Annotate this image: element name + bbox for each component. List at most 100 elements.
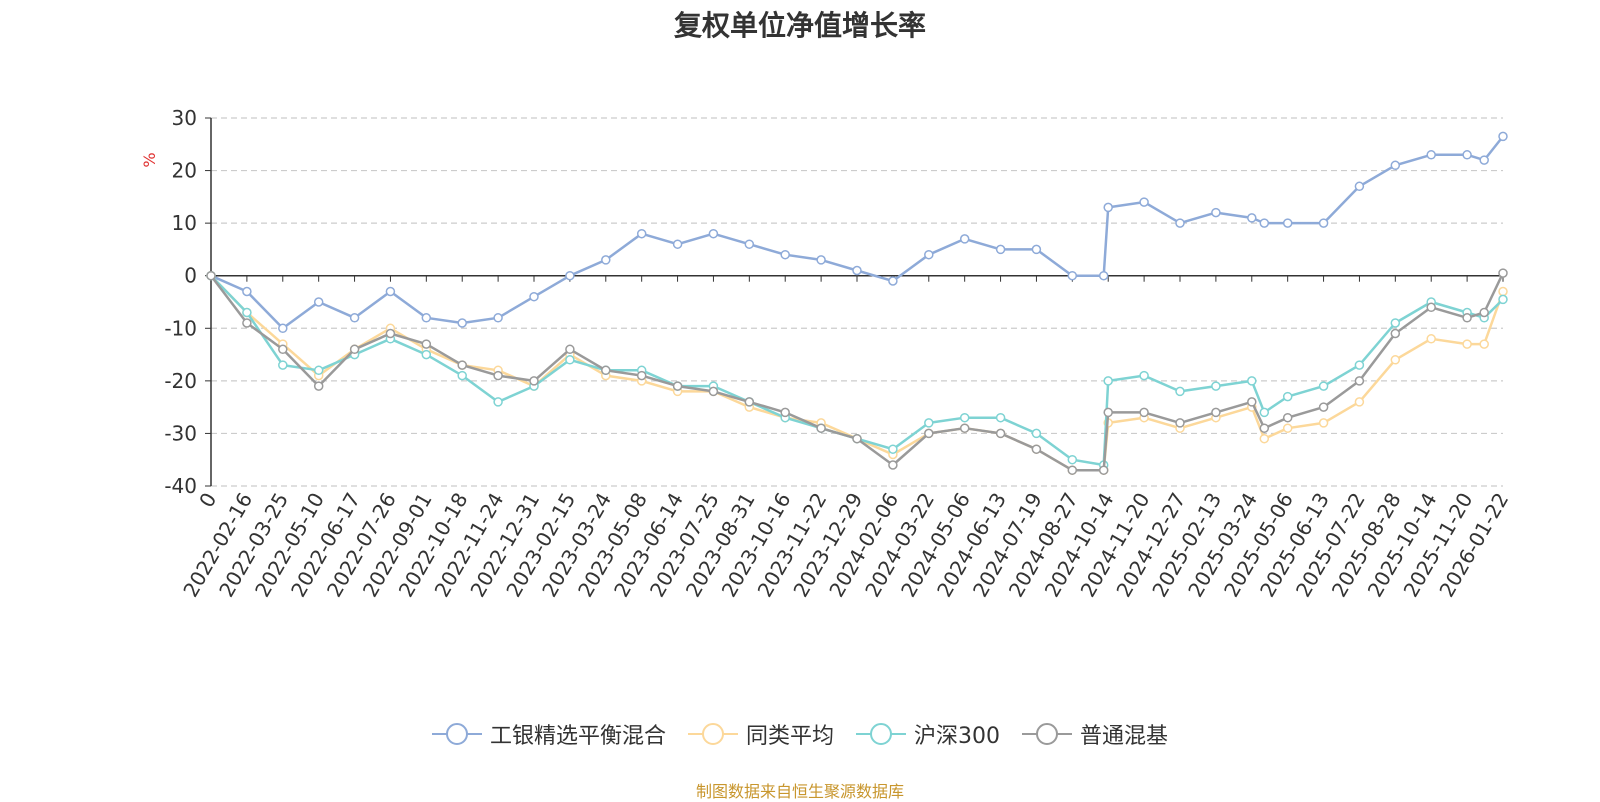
series-point-0: [349, 313, 360, 323]
series-point-3: [1282, 412, 1293, 423]
y-tick-label: -20: [164, 369, 197, 393]
legend-label: 工银精选平衡混合: [489, 724, 666, 749]
series-point-0: [1211, 207, 1221, 218]
series-point-3: [1426, 302, 1436, 313]
series-point-0: [242, 286, 252, 297]
series-point-0: [995, 244, 1006, 255]
series-point-0: [1498, 131, 1508, 142]
series-point-0: [780, 249, 790, 260]
legend-label: 沪深300: [914, 724, 1000, 749]
legend-symbol: [856, 722, 906, 746]
y-tick-label: -30: [164, 421, 197, 445]
series-point-0: [1390, 160, 1401, 171]
series-point-3: [1031, 444, 1042, 454]
series-point-3: [924, 428, 934, 439]
series-point-2: [1031, 428, 1042, 439]
series-point-2: [1318, 381, 1329, 391]
series-point-0: [1175, 218, 1185, 228]
legend-label: 普通混基: [1080, 724, 1169, 749]
series-point-0: [1098, 270, 1109, 281]
legend-item-2[interactable]: 沪深300: [856, 718, 1000, 750]
series-point-0: [1318, 218, 1329, 228]
series-point-3: [421, 339, 432, 349]
y-tick-label: -40: [164, 474, 197, 498]
series-point-1: [1479, 339, 1489, 349]
series-point-1: [1390, 355, 1401, 365]
series-point-3: [385, 328, 396, 339]
series-point-0: [278, 323, 288, 334]
legend-item-1[interactable]: 同类平均: [687, 718, 834, 750]
series-point-3: [601, 365, 611, 376]
series-point-0: [493, 313, 503, 323]
series-point-0: [636, 228, 647, 239]
series-point-3: [278, 344, 288, 355]
series-point-2: [1390, 318, 1401, 328]
legend-item-3[interactable]: 普通混基: [1022, 718, 1168, 750]
legend-symbol: [1022, 722, 1072, 746]
legend-symbol: [687, 722, 738, 746]
series-point-3: [1462, 313, 1472, 323]
legend-symbol-circle: [1036, 723, 1058, 745]
legend-item-0[interactable]: 工银精选平衡混合: [431, 718, 666, 750]
series-point-0: [565, 270, 575, 281]
series-point-3: [493, 370, 503, 381]
y-tick-label: 30: [172, 106, 197, 130]
series-point-2: [924, 418, 934, 428]
series-point-3: [852, 433, 862, 444]
series-point-3: [1139, 407, 1149, 418]
series-point-3: [1259, 423, 1270, 433]
series-point-1: [1282, 423, 1293, 433]
series-point-2: [1175, 386, 1185, 397]
series-point-1: [1462, 339, 1472, 349]
series-point-2: [1139, 370, 1149, 381]
series-point-3: [672, 381, 683, 391]
series-point-2: [1247, 376, 1257, 386]
series-point-2: [1498, 294, 1508, 305]
series-point-2: [1067, 454, 1078, 465]
series-point-3: [1390, 328, 1401, 339]
series-point-0: [924, 249, 934, 260]
legend-symbol-circle: [870, 723, 892, 745]
chart-title: 复权单位净值增长率: [673, 9, 926, 42]
series-point-0: [1462, 150, 1472, 160]
series-line-2: [210, 274, 1504, 467]
series-point-0: [457, 318, 467, 328]
series-point-0: [708, 228, 719, 239]
series-point-0: [816, 255, 826, 265]
legend-symbol: [431, 722, 482, 746]
series-point-1: [1318, 418, 1329, 428]
series-point-0: [1259, 218, 1270, 228]
series-point-1: [1259, 433, 1270, 444]
series-point-3: [1354, 376, 1365, 386]
series-point-0: [1479, 155, 1489, 165]
legend-symbol-circle: [701, 723, 724, 745]
series-point-3: [1103, 407, 1113, 418]
series-point-2: [959, 412, 970, 423]
series-point-3: [565, 344, 575, 355]
series-point-3: [1211, 407, 1221, 418]
series-point-0: [1354, 181, 1365, 192]
series-point-3: [959, 423, 970, 433]
series-point-2: [313, 365, 324, 376]
series-point-2: [1103, 376, 1113, 386]
series-point-3: [457, 360, 467, 370]
y-tick-label: 10: [172, 211, 197, 235]
y-tick-label: 0: [184, 264, 197, 288]
series-point-0: [1067, 270, 1078, 281]
series-point-3: [1175, 418, 1185, 428]
series-point-0: [529, 291, 539, 302]
series-point-0: [1031, 244, 1042, 255]
series-point-2: [457, 370, 467, 381]
series-point-0: [744, 239, 755, 249]
series-point-0: [672, 239, 683, 249]
chart-legend[interactable]: 工银精选平衡混合 同类平均 沪深300 普通混基: [0, 718, 1600, 750]
series-point-3: [708, 386, 719, 397]
series-point-3: [242, 318, 252, 328]
series-point-3: [206, 270, 216, 281]
series-point-2: [278, 360, 288, 370]
series-point-0: [1426, 150, 1436, 160]
series-point-2: [1259, 407, 1270, 418]
series-point-0: [1139, 197, 1149, 207]
series-point-2: [888, 444, 898, 454]
series-point-0: [888, 276, 898, 286]
